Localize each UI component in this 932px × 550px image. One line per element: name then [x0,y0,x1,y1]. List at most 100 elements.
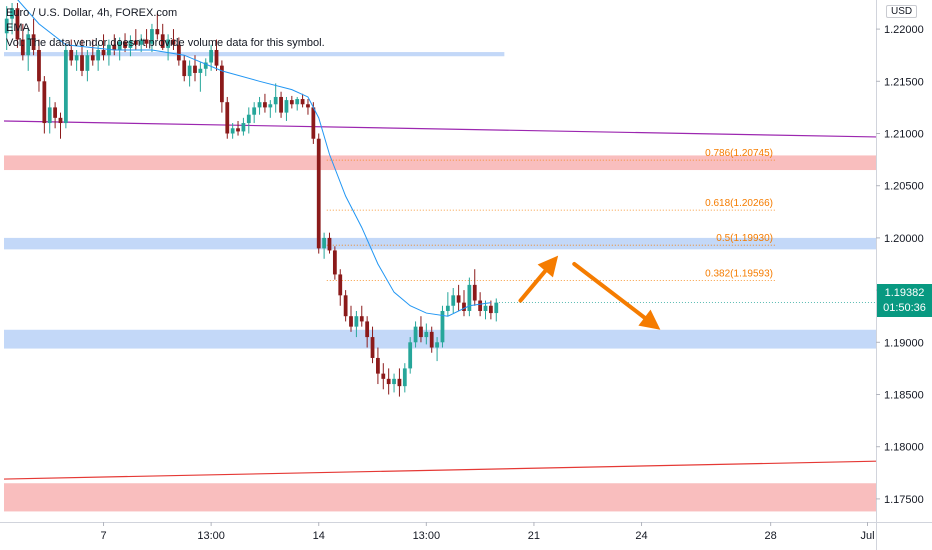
candle-body [90,55,95,61]
arrow-down-head [638,309,661,330]
x-tick-label: 13:00 [413,530,441,542]
y-tick-label: 1.21500 [884,76,924,88]
candle-body [381,373,386,379]
candle-body [370,337,375,358]
blue-zone-mid [4,237,876,250]
x-tick-label: 24 [635,530,647,542]
candle-body [214,49,219,66]
candle-body [402,368,407,387]
candle-body [166,39,170,48]
candle-body [209,49,214,63]
arrow-up-shaft [518,268,548,303]
candle-body [376,357,380,374]
candle-body [58,117,63,124]
candle-body [193,65,197,73]
candle-body [171,39,176,45]
red-zone-upper [4,155,876,171]
candle-body [117,41,122,50]
x-tick-label: Jul [860,530,874,542]
candle-body [483,305,488,311]
candle-body [316,138,321,249]
last-price-label: 1.19382 [877,284,932,302]
candle-body [133,40,138,45]
volume-indicator-label[interactable]: Vol: The data vendor doesn't provide vol… [6,37,325,49]
x-tick-label: 7 [100,530,106,542]
support-trendline [3,460,876,480]
ema-line [17,0,491,317]
candle-body [472,284,477,301]
candle-body [198,68,203,73]
candle-body [354,316,359,327]
fib-level-label: 0.5(1.19930) [716,233,773,244]
candle-body [160,34,165,48]
candle-body [365,321,370,338]
candle-body [494,302,499,314]
candle-body [10,8,14,19]
candle-body [268,104,273,108]
candle-body [96,49,101,61]
y-tick-label: 1.17500 [884,494,924,506]
x-tick-label: 28 [765,530,777,542]
red-zone-lower [4,483,876,512]
candle-body [359,316,364,322]
candle-body [236,128,240,132]
candle-body [392,378,396,385]
blue-zone-top [4,52,505,57]
fib-level-label: 0.618(1.20266) [705,198,773,209]
candle-body [230,128,235,134]
candle-body [284,100,289,113]
candle-body [429,331,434,348]
candle-body [80,55,84,71]
candle-body [478,300,483,311]
candle-body [150,29,154,44]
candle-body [408,342,413,369]
candle-body [107,44,111,56]
candle-body [397,378,402,387]
candle-body [445,305,450,311]
fib-level-label: 0.382(1.19593) [705,268,773,279]
x-tick-label: 21 [528,530,540,542]
candle-body [74,55,79,61]
currency-badge[interactable]: USD [886,5,918,18]
candle-body [63,49,68,124]
candle-body [69,49,74,61]
y-tick-label: 1.20500 [884,181,924,193]
fib-level-label: 0.786(1.20745) [705,148,773,159]
candle-body [176,44,181,61]
candle-body [332,250,337,275]
symbol-title[interactable]: Euro / U.S. Dollar, 4h, FOREX.com [6,7,178,19]
arrow-down-shaft [572,262,647,320]
candle-body [20,39,25,56]
ema-indicator-label[interactable]: EMA [6,22,30,34]
candle-body [343,295,348,317]
candle-body [31,34,36,50]
candle-body [182,60,187,77]
candle-body [220,65,224,103]
candle-body [386,378,391,385]
arrow-up-head [537,255,559,278]
bar-countdown: 01:50:36 [877,302,932,317]
candle-body [252,107,257,115]
y-tick-label: 1.21000 [884,129,924,141]
candle-body [435,342,439,348]
candle-body [203,62,208,69]
candle-body [295,99,300,105]
candle-body [101,49,106,56]
candle-body [128,40,133,48]
chart-legend: Euro / U.S. Dollar, 4h, FOREX.com EMA Vo… [6,6,325,51]
candle-body [300,99,305,105]
candle-body [413,326,418,343]
candle-body [15,8,20,40]
candle-body [246,114,251,124]
candle-body [338,274,343,296]
candle-body [241,123,246,132]
candle-body [144,39,149,44]
candle-body [155,29,160,35]
candle-body [440,310,445,343]
candle-body [85,55,90,71]
candle-body [349,316,353,327]
candle-body [489,305,493,314]
x-tick-label: 14 [313,530,325,542]
